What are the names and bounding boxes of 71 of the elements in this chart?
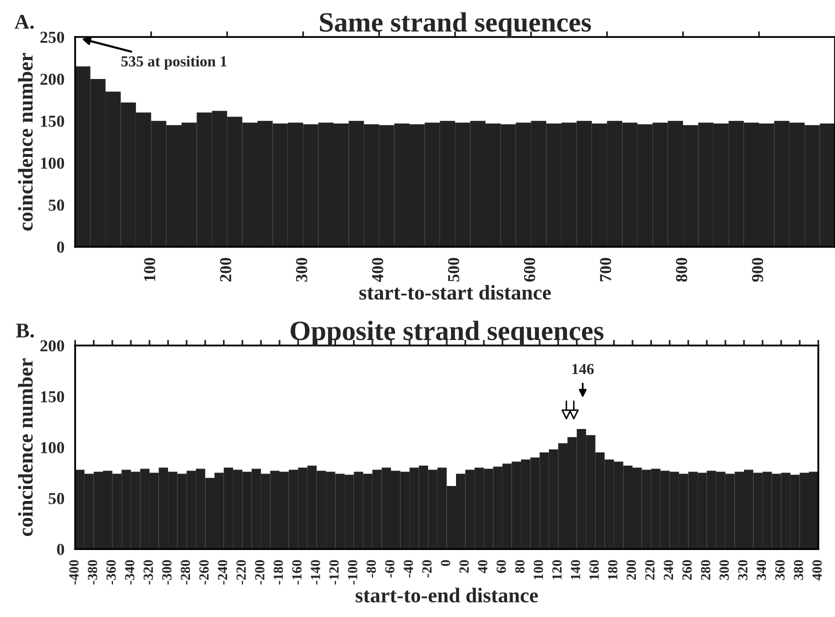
x-tick-label: 40 — [478, 560, 488, 574]
x-tick-label: -400 — [69, 560, 79, 584]
x-tick-label: 20 — [459, 560, 469, 573]
y-tick-label: 0 — [57, 544, 64, 556]
x-tick-label: 0 — [440, 560, 450, 566]
text: B. — [16, 324, 34, 338]
x-tick-label: 160 — [589, 560, 599, 580]
x-tick-label: -220 — [236, 560, 246, 584]
x-tick-label: 100 — [534, 560, 544, 580]
x-tick-label: 360 — [775, 560, 785, 580]
x-tick-label: -160 — [292, 560, 302, 584]
y-tick-label: 50 — [48, 200, 64, 211]
x-tick-label: -200 — [255, 560, 264, 584]
x-tick-label: 120 — [552, 560, 562, 580]
x-tick-label: -360 — [106, 560, 116, 584]
x-tick-label: 300 — [720, 560, 729, 580]
x-tick-label: 100 — [144, 258, 156, 281]
y-tick-label: 150 — [41, 116, 64, 127]
x-tick-label: -140 — [310, 560, 320, 584]
x-tick-label: -240 — [218, 560, 228, 584]
y-tick-label: 0 — [57, 242, 64, 253]
chart-title: Same strand sequences — [320, 12, 591, 38]
y-tick-label: 250 — [40, 32, 64, 43]
y-axis-title: coincidence number — [18, 52, 33, 231]
x-tick-label: -260 — [199, 560, 209, 584]
x-tick-label: 200 — [626, 560, 636, 580]
y-tick-label: 200 — [40, 340, 64, 352]
x-tick-label: 700 — [600, 258, 612, 282]
x-tick-label: -120 — [329, 560, 339, 584]
x-tick-label: 240 — [664, 560, 674, 580]
x-tick-label: -340 — [124, 560, 134, 584]
x-tick-label: 380 — [794, 560, 804, 580]
x-tick-label: -80 — [366, 560, 376, 578]
x-tick-label: -40 — [404, 560, 414, 578]
x-tick-label: 800 — [676, 258, 688, 282]
x-tick-label: 200 — [220, 258, 232, 282]
x-tick-label: -20 — [422, 560, 432, 578]
x-tick-label: 400 — [812, 560, 822, 580]
x-tick-label: 400 — [372, 258, 384, 282]
x-tick-label: 280 — [700, 560, 710, 580]
y-tick-label: 50 — [48, 492, 64, 504]
y-axis-title: coincidence number — [18, 358, 33, 536]
x-tick-label: 900 — [752, 258, 764, 282]
x-tick-label: -280 — [180, 560, 190, 584]
annotation: 535 at position 1 — [121, 56, 226, 70]
x-axis-title: start-to-end distance — [356, 588, 538, 602]
x-tick-label: -180 — [274, 560, 283, 584]
x-tick-label: 180 — [608, 560, 618, 580]
text: A. — [14, 14, 34, 29]
x-tick-label: 80 — [515, 560, 525, 573]
x-tick-label: 60 — [496, 560, 506, 573]
x-tick-label: 600 — [524, 258, 536, 282]
x-tick-label: -300 — [162, 560, 172, 584]
x-tick-label: 300 — [296, 258, 308, 282]
x-axis-title: start-to-start distance — [359, 284, 551, 300]
x-tick-label: 320 — [738, 560, 748, 580]
y-tick-label: 150 — [41, 391, 64, 402]
x-tick-label: -60 — [385, 560, 394, 578]
y-tick-label: 100 — [41, 158, 64, 169]
x-tick-label: 500 — [448, 258, 460, 282]
x-tick-label: 340 — [756, 560, 766, 580]
y-tick-label: 200 — [40, 74, 64, 85]
x-tick-label: -380 — [88, 560, 98, 584]
x-tick-label: 260 — [682, 560, 692, 580]
x-tick-label: 220 — [645, 560, 655, 580]
x-tick-label: 140 — [570, 560, 580, 580]
chart-title: Opposite strand sequences — [290, 320, 604, 346]
y-tick-label: 100 — [41, 442, 64, 454]
x-tick-label: -320 — [144, 560, 153, 584]
x-tick-label: -100 — [348, 560, 358, 584]
annotation: 146 — [572, 364, 594, 374]
